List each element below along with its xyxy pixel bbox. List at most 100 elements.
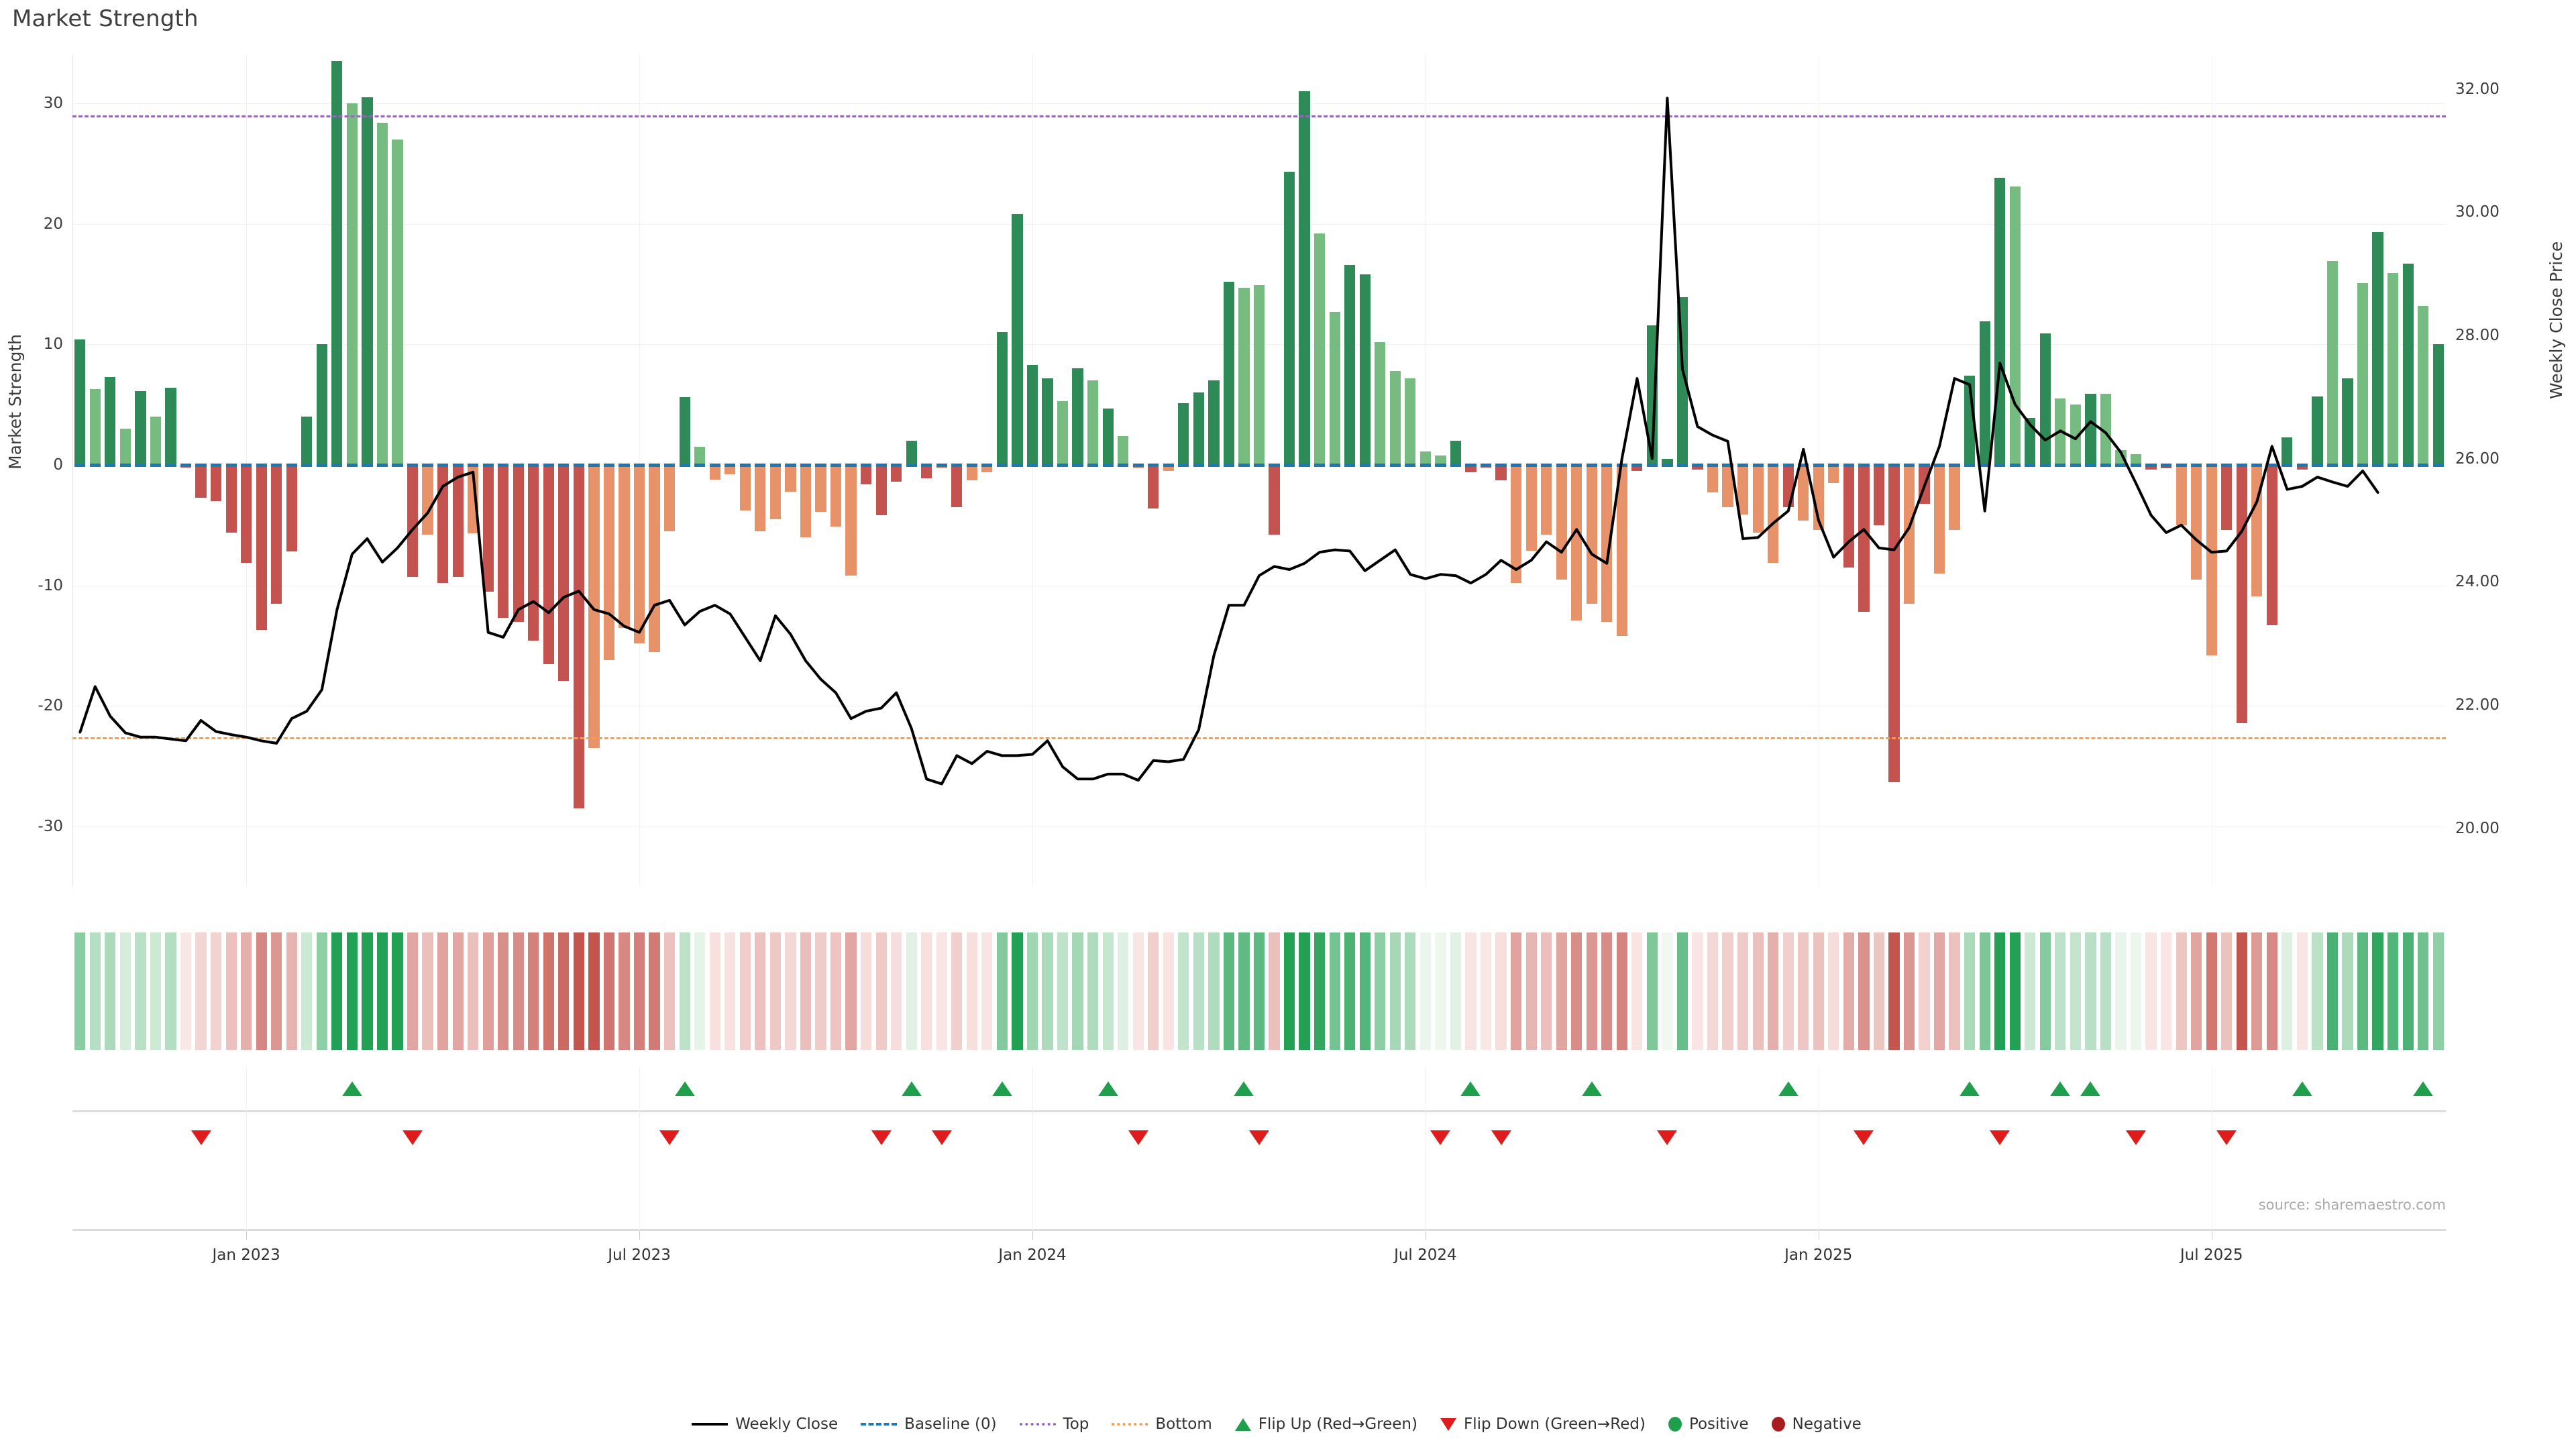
baseline-segment (1450, 464, 1462, 467)
strength-bar (89, 388, 101, 465)
baseline-segment (966, 464, 977, 467)
legend-item[interactable]: Flip Up (Red→Green) (1234, 1415, 1417, 1433)
strength-bar (1586, 465, 1597, 604)
baseline-segment (1601, 464, 1613, 467)
strength-bar (981, 465, 993, 472)
baseline-segment (1768, 464, 1779, 467)
strength-bar (1631, 465, 1643, 471)
baseline-segment (679, 464, 690, 467)
strength-bar (664, 465, 676, 531)
baseline-segment (316, 464, 327, 467)
heatmap-cell (301, 932, 313, 1050)
heatmap-cell (1692, 932, 1703, 1050)
strength-bar (1344, 264, 1356, 465)
x-axis-tick-label: Jan 2025 (1784, 1246, 1853, 1264)
strength-bar (1253, 285, 1265, 465)
baseline-segment (210, 464, 222, 467)
heatmap-cell (996, 932, 1008, 1050)
legend-item[interactable]: Baseline (0) (861, 1415, 997, 1433)
legend-item[interactable]: Flip Down (Green→Red) (1440, 1415, 1646, 1433)
baseline-segment (1933, 464, 1945, 467)
baseline-segment (1707, 464, 1719, 467)
strength-bar (452, 465, 464, 578)
flip-down-marker (2216, 1130, 2237, 1145)
baseline-segment (1692, 464, 1703, 467)
heatmap-cell (906, 932, 917, 1050)
strength-bar (543, 465, 554, 664)
x-axis-tick (246, 1229, 248, 1240)
baseline-segment (1299, 464, 1310, 467)
heatmap-cell (513, 932, 524, 1050)
strength-bar (755, 465, 766, 531)
heatmap-cell (2402, 932, 2414, 1050)
baseline-segment (649, 464, 660, 467)
left-axis-tick-label: -10 (38, 576, 63, 594)
heatmap-cell (543, 932, 554, 1050)
heatmap-cell (2387, 932, 2399, 1050)
baseline-segment (1344, 464, 1356, 467)
heatmap-cell (271, 932, 282, 1050)
weekly-close-line (78, 97, 2379, 786)
heatmap-cell (785, 932, 796, 1050)
heatmap-cell (1752, 932, 1764, 1050)
flip-up-marker (1097, 1081, 1118, 1096)
baseline-segment (1646, 464, 1658, 467)
heatmap-cell (951, 932, 963, 1050)
strength-bar (346, 103, 358, 465)
flip-down-marker (1128, 1130, 1148, 1145)
heatmap-cell (558, 932, 570, 1050)
baseline-segment (2296, 464, 2308, 467)
right-axis-tick-label: 22.00 (2455, 696, 2500, 714)
flip-up-marker (1460, 1081, 1481, 1096)
strength-bar (1087, 380, 1099, 465)
heatmap-cell (74, 932, 86, 1050)
heatmap-cell (1329, 932, 1340, 1050)
strength-bar (392, 139, 403, 465)
legend-item[interactable]: Bottom (1112, 1415, 1212, 1433)
baseline-segment (739, 464, 751, 467)
heatmap-cell (1586, 932, 1597, 1050)
heatmap-cell (1238, 932, 1250, 1050)
strength-bar (2387, 273, 2399, 465)
flip-up-marker (901, 1081, 922, 1096)
heatmap-cell (2176, 932, 2187, 1050)
strength-bar (513, 465, 524, 622)
strength-bar (588, 465, 600, 749)
heatmap-cell (1283, 932, 1295, 1050)
heatmap-cell (1510, 932, 1522, 1050)
legend-item[interactable]: Positive (1668, 1415, 1749, 1433)
flip-up-marker (674, 1081, 695, 1096)
strength-bar (2418, 305, 2429, 465)
heatmap-cell (150, 932, 162, 1050)
legend-item[interactable]: Negative (1771, 1415, 1862, 1433)
heatmap-cell (1012, 932, 1023, 1050)
strength-bar (376, 122, 388, 465)
strength-bar (1616, 465, 1627, 637)
legend-label: Flip Up (Red→Green) (1258, 1415, 1417, 1433)
heatmap-cell (468, 932, 479, 1050)
legend-item[interactable]: Top (1019, 1415, 1089, 1433)
left-axis-tick-label: 0 (53, 456, 63, 474)
heatmap-cell (2130, 932, 2142, 1050)
heatmap-cell (573, 932, 585, 1050)
heatmap-cell (1994, 932, 2006, 1050)
baseline-segment (195, 464, 207, 467)
baseline-segment (1132, 464, 1144, 467)
strength-bar (119, 429, 131, 465)
baseline-segment (1405, 464, 1416, 467)
flip-down-marker (1430, 1130, 1451, 1145)
heatmap-cell (1223, 932, 1235, 1050)
legend-label: Bottom (1155, 1415, 1212, 1433)
strength-bar (1299, 91, 1310, 465)
heatmap-cell (588, 932, 600, 1050)
baseline-segment (664, 464, 676, 467)
heatmap-cell (769, 932, 781, 1050)
baseline-segment (1269, 464, 1280, 467)
heatmap-cell (407, 932, 419, 1050)
strength-bar (1828, 465, 1839, 483)
legend-item[interactable]: Weekly Close (692, 1415, 838, 1433)
flip-down-marker (2126, 1130, 2147, 1145)
strength-bar (407, 465, 419, 578)
strength-bar (2085, 393, 2096, 465)
baseline-segment (875, 464, 887, 467)
